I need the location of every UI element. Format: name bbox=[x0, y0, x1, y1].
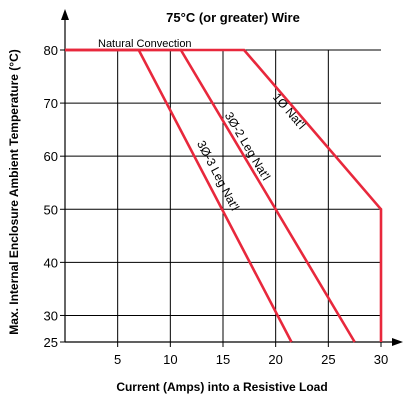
x-tick-label-15: 15 bbox=[216, 352, 230, 367]
y-tick-label-80: 80 bbox=[44, 43, 58, 58]
x-tick-label-5: 5 bbox=[114, 352, 121, 367]
chart-title: 75°C (or greater) Wire bbox=[166, 10, 300, 25]
x-tick-label-10: 10 bbox=[163, 352, 177, 367]
x-axis-label: Current (Amps) into a Resistive Load bbox=[116, 380, 327, 394]
natural-convection-annotation: Natural Convection bbox=[98, 38, 192, 50]
y-tick-label-40: 40 bbox=[44, 255, 58, 270]
x-axis-arrowhead bbox=[392, 338, 403, 346]
y-tick-labels: 25 30 40 50 60 70 80 bbox=[44, 43, 58, 350]
x-tick-label-20: 20 bbox=[268, 352, 282, 367]
series-labels: 1Ø Nat'l3Ø-2 Leg Nat'l3Ø-3 Leg Nat'l bbox=[194, 90, 308, 213]
y-axis-arrowhead bbox=[61, 9, 69, 20]
series-line-2 bbox=[65, 48, 356, 343]
y-tick-label-60: 60 bbox=[44, 149, 58, 164]
axes bbox=[60, 9, 403, 347]
y-tick-label-50: 50 bbox=[44, 202, 58, 217]
y-tick-label-70: 70 bbox=[44, 96, 58, 111]
x-tick-label-30: 30 bbox=[374, 352, 388, 367]
y-tick-label-25: 25 bbox=[44, 335, 58, 350]
series-lines bbox=[65, 48, 383, 343]
series-line-3 bbox=[65, 48, 293, 343]
series-label-2: 3Ø-2 Leg Nat'l bbox=[222, 110, 273, 183]
x-tick-label-25: 25 bbox=[321, 352, 335, 367]
y-tick-label-30: 30 bbox=[44, 308, 58, 323]
y-axis-label: Max. Internal Enclosure Ambient Temperat… bbox=[7, 49, 21, 335]
x-tick-labels: 5 10 15 20 25 30 bbox=[114, 352, 388, 367]
